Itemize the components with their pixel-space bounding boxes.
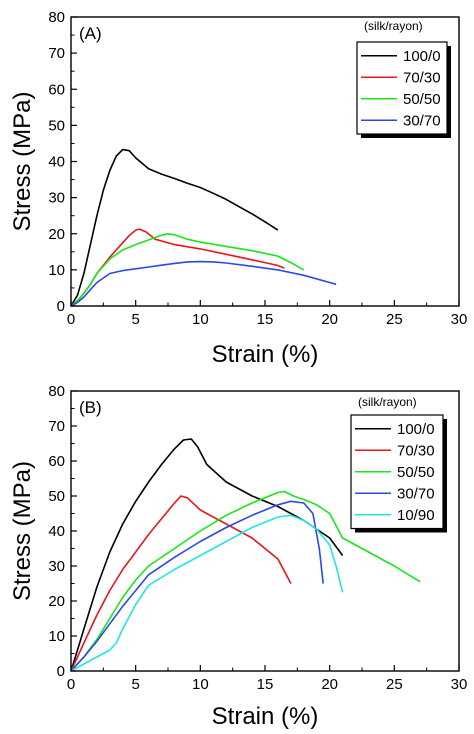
panel-a-x-tick-label: 0	[67, 311, 75, 328]
panel-b-y-axis-title: Stress (MPa)	[9, 461, 36, 601]
panel-a-chart: 0 5 10 15 20 25 30 0 10 20 30 40 50 60 70 80 Strain (%) S…	[9, 9, 467, 368]
panel-b-series-line-100-0	[70, 438, 344, 672]
panel-a-y-tick-label: 80	[48, 9, 65, 26]
panel-b-y-tick-label: 0	[57, 663, 65, 680]
panel-b-series-line-50-50	[70, 490, 421, 672]
panel-a-legend-label-50-50: 50/50	[403, 91, 441, 108]
panel-a-legend-box	[356, 41, 448, 135]
panel-b-y-tick-label: 40	[48, 523, 65, 540]
panel-a-x-tick-label: 20	[321, 311, 338, 328]
panel-b-x-tick-label: 20	[321, 676, 338, 693]
panel-a-y-tick-label: 10	[48, 262, 65, 279]
panel-b-legend-title: (silk/rayon)	[358, 395, 417, 409]
panel-b-x-tick-label: 5	[131, 676, 139, 693]
panel-a-y-tick-label: 50	[48, 117, 65, 134]
panel-a-x-tick-label: 10	[192, 311, 209, 328]
panel-b-x-tick-label: 10	[192, 676, 209, 693]
panel-a-y-tick-label: 60	[48, 81, 65, 98]
panel-b-x-tick-label: 25	[386, 676, 403, 693]
panel-a-x-tick-label: 25	[386, 311, 403, 328]
panel-a-y-tick-label: 20	[48, 226, 65, 243]
panel-b-y-tick-label: 20	[48, 593, 65, 610]
panel-b-series-line-70-30	[70, 495, 292, 672]
panel-a-legend-title: (silk/rayon)	[364, 19, 423, 33]
panel-b-y-tick-label: 60	[48, 453, 65, 470]
panel-b-y-tick-label: 70	[48, 418, 65, 435]
panel-b-series-line-30-70	[70, 500, 324, 672]
panel-b-y-tick-label: 50	[48, 488, 65, 505]
panel-b-y-tick-label: 10	[48, 628, 65, 645]
panel-b-series-line-10-90	[70, 514, 344, 672]
panel-b-y-tick-label: 30	[48, 558, 65, 575]
panel-b-legend-label-30-70: 30/70	[397, 485, 435, 502]
panel-b-legend-label-100-0: 100/0	[397, 421, 435, 438]
panel-a-series-line-30-70	[70, 260, 337, 307]
panel-b-legend-label-50-50: 50/50	[397, 464, 435, 481]
panel-a-x-axis-title: Strain (%)	[212, 341, 319, 368]
panel-a-series-line-50-50	[70, 233, 305, 307]
panel-a-x-tick-label: 5	[131, 311, 139, 328]
panel-a-legend-label-70-30: 70/30	[403, 69, 441, 86]
panel-a-x-tick-label: 15	[257, 311, 274, 328]
panel-b-x-tick-label: 0	[67, 676, 75, 693]
panel-a-legend-label-100-0: 100/0	[403, 48, 441, 65]
panel-b-x-tick-label: 30	[451, 676, 468, 693]
panel-b-legend-label-70-30: 70/30	[397, 442, 435, 459]
panel-b-legend-label-10-90: 10/90	[397, 507, 435, 524]
panel-a-y-tick-label: 0	[57, 298, 65, 315]
panel-a-y-tick-label: 70	[48, 45, 65, 62]
panel-b-y-tick-label: 80	[48, 383, 65, 400]
panel-a-y-tick-label: 40	[48, 154, 65, 171]
panel-b-panel-label: (B)	[79, 398, 102, 417]
panel-a-panel-label: (A)	[79, 24, 102, 43]
panel-a-x-tick-label: 30	[451, 311, 468, 328]
panel-b-x-axis-title: Strain (%)	[212, 703, 319, 730]
panel-a-y-tick-label: 30	[48, 190, 65, 207]
panel-a-legend-label-30-70: 30/70	[403, 112, 441, 129]
panel-b-x-tick-label: 15	[257, 676, 274, 693]
panel-a-series-line-100-0	[70, 148, 279, 307]
panel-a-y-axis-title: Stress (MPa)	[9, 91, 36, 231]
panel-b-chart: 0 5 10 15 20 25 30 0 10 20 30 40 50 60 70 80 Strain (%) S…	[9, 383, 467, 730]
